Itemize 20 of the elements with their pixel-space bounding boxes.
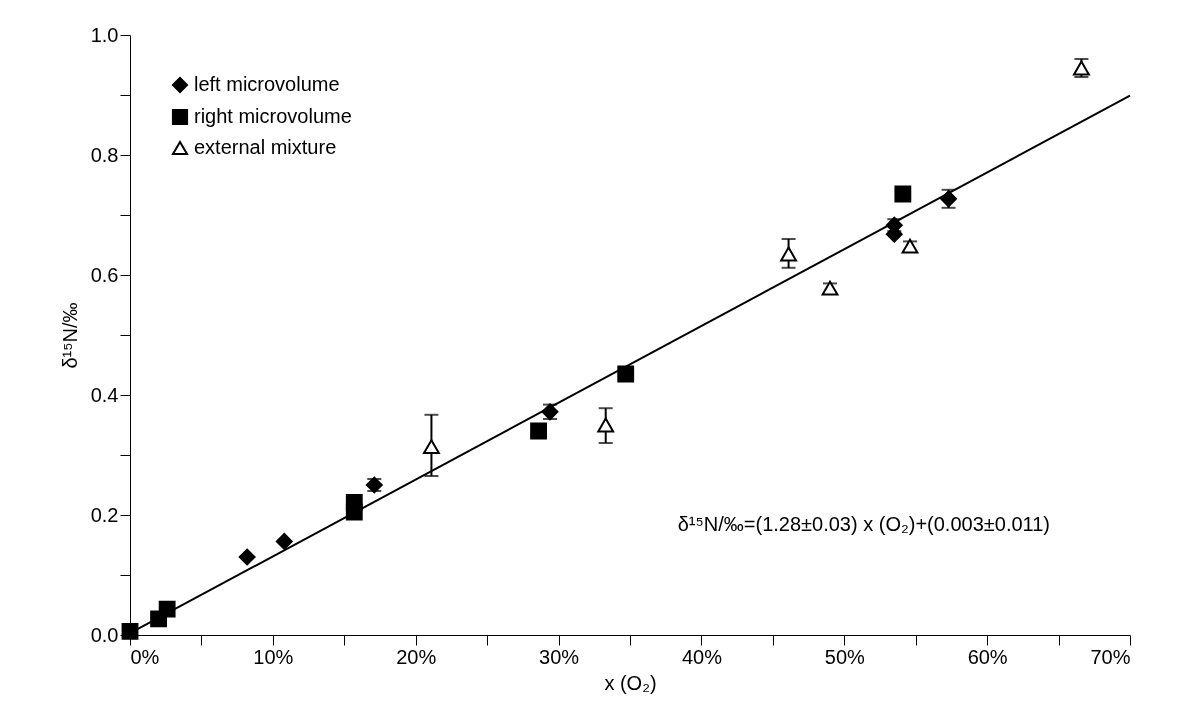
- y-axis-title: δ¹⁵N/‰: [58, 302, 81, 369]
- annotation: δ¹⁵N/‰=(1.28±0.03) x (O₂)+(0.003±0.011): [677, 513, 1050, 535]
- y-tick-label: 0.2: [90, 503, 119, 526]
- x-tick-label: 70%: [1090, 645, 1131, 668]
- y-tick-label: 0.6: [90, 263, 119, 286]
- x-axis-title: x (O₂): [604, 671, 657, 694]
- y-tick-label: 0.4: [90, 383, 119, 406]
- y-tick-label: 0.8: [90, 143, 119, 166]
- x-tick-label: 30%: [539, 645, 580, 668]
- x-tick-label: 20%: [396, 645, 437, 668]
- y-tick-label: 0.0: [90, 623, 119, 646]
- legend-label: right microvolume: [194, 105, 352, 127]
- x-tick-label: 50%: [824, 645, 866, 668]
- y-tick-label: 1.0: [90, 23, 119, 46]
- x-tick-label: 10%: [253, 645, 294, 668]
- legend-label: left microvolume: [194, 73, 340, 95]
- legend-label: external mixture: [194, 136, 337, 158]
- x-tick-label: 0%: [130, 645, 160, 668]
- x-tick-label: 60%: [967, 645, 1008, 668]
- x-tick-label: 40%: [681, 645, 723, 668]
